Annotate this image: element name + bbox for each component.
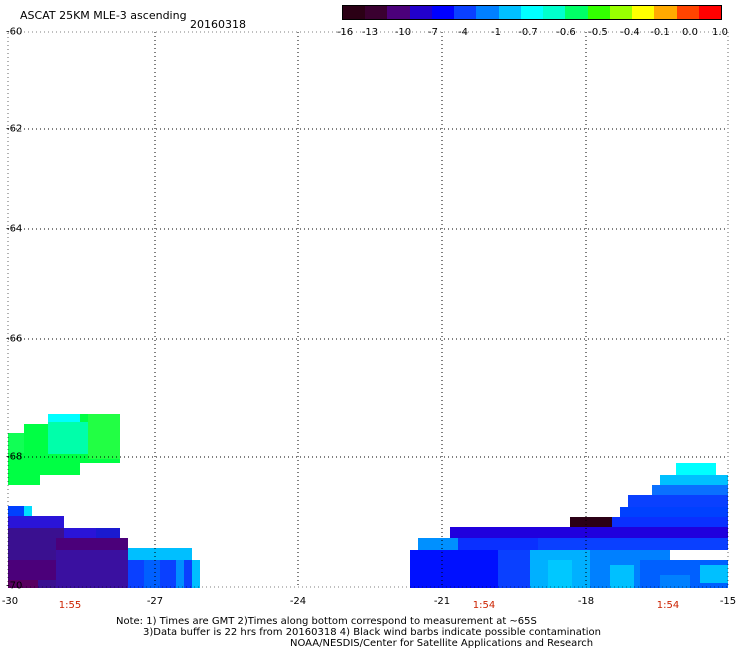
- swath-cell: [538, 538, 728, 550]
- footer-note-1: Note: 1) Times are GMT 2)Times along bot…: [116, 616, 537, 627]
- swath-cell: [144, 560, 160, 588]
- swath-cell: [8, 506, 24, 516]
- lat-label: -70: [6, 581, 22, 592]
- swath-cell: [676, 463, 716, 475]
- lat-label: -60: [6, 27, 22, 38]
- swath-cell: [176, 560, 184, 588]
- swath-cell: [56, 550, 128, 588]
- lat-label: -64: [6, 224, 22, 235]
- swath-cell: [8, 433, 24, 453]
- swath-cell: [8, 560, 56, 580]
- swath-cell: [24, 506, 32, 516]
- lat-label: -68: [6, 452, 22, 463]
- swath-cell: [660, 475, 728, 485]
- swath-cell: [610, 565, 634, 588]
- swath-cell: [128, 560, 200, 588]
- swath-cell: [620, 507, 728, 517]
- swath-cell: [8, 516, 64, 528]
- swath-cell: [418, 538, 458, 550]
- swath-cell: [628, 495, 728, 507]
- swath-cell: [48, 422, 88, 454]
- swath-cell: [450, 527, 728, 539]
- pass-time-label: 1:55: [59, 600, 81, 611]
- swath-cell: [128, 548, 192, 560]
- swath-cell: [700, 565, 728, 583]
- lat-label: -66: [6, 334, 22, 345]
- lon-label: -18: [578, 596, 594, 607]
- swath-cell: [48, 414, 80, 422]
- swath-cell: [548, 560, 572, 588]
- lon-label: -15: [720, 596, 736, 607]
- swath-cell: [88, 414, 120, 459]
- swath-cell: [8, 463, 80, 475]
- lon-label: -30: [2, 596, 18, 607]
- pass-time-label: 1:54: [657, 600, 679, 611]
- swath-cell: [192, 560, 200, 588]
- swath-cell: [64, 528, 96, 538]
- pass-time-label: 1:54: [473, 600, 495, 611]
- swath-cell: [56, 538, 128, 550]
- lat-label: -62: [6, 124, 22, 135]
- swath-cell: [96, 528, 120, 538]
- swath-cell: [458, 538, 538, 550]
- footer-credit: NOAA/NESDIS/Center for Satellite Applica…: [290, 638, 593, 649]
- lon-label: -24: [290, 596, 306, 607]
- swath-cell: [612, 517, 728, 527]
- lon-label: -27: [147, 596, 163, 607]
- swath-cell: [660, 575, 690, 588]
- swath-cell: [8, 475, 40, 485]
- footer-note-2: 3)Data buffer is 22 hrs from 20160318 4)…: [143, 627, 601, 638]
- lon-label: -21: [434, 596, 450, 607]
- swath-cell: [570, 517, 612, 527]
